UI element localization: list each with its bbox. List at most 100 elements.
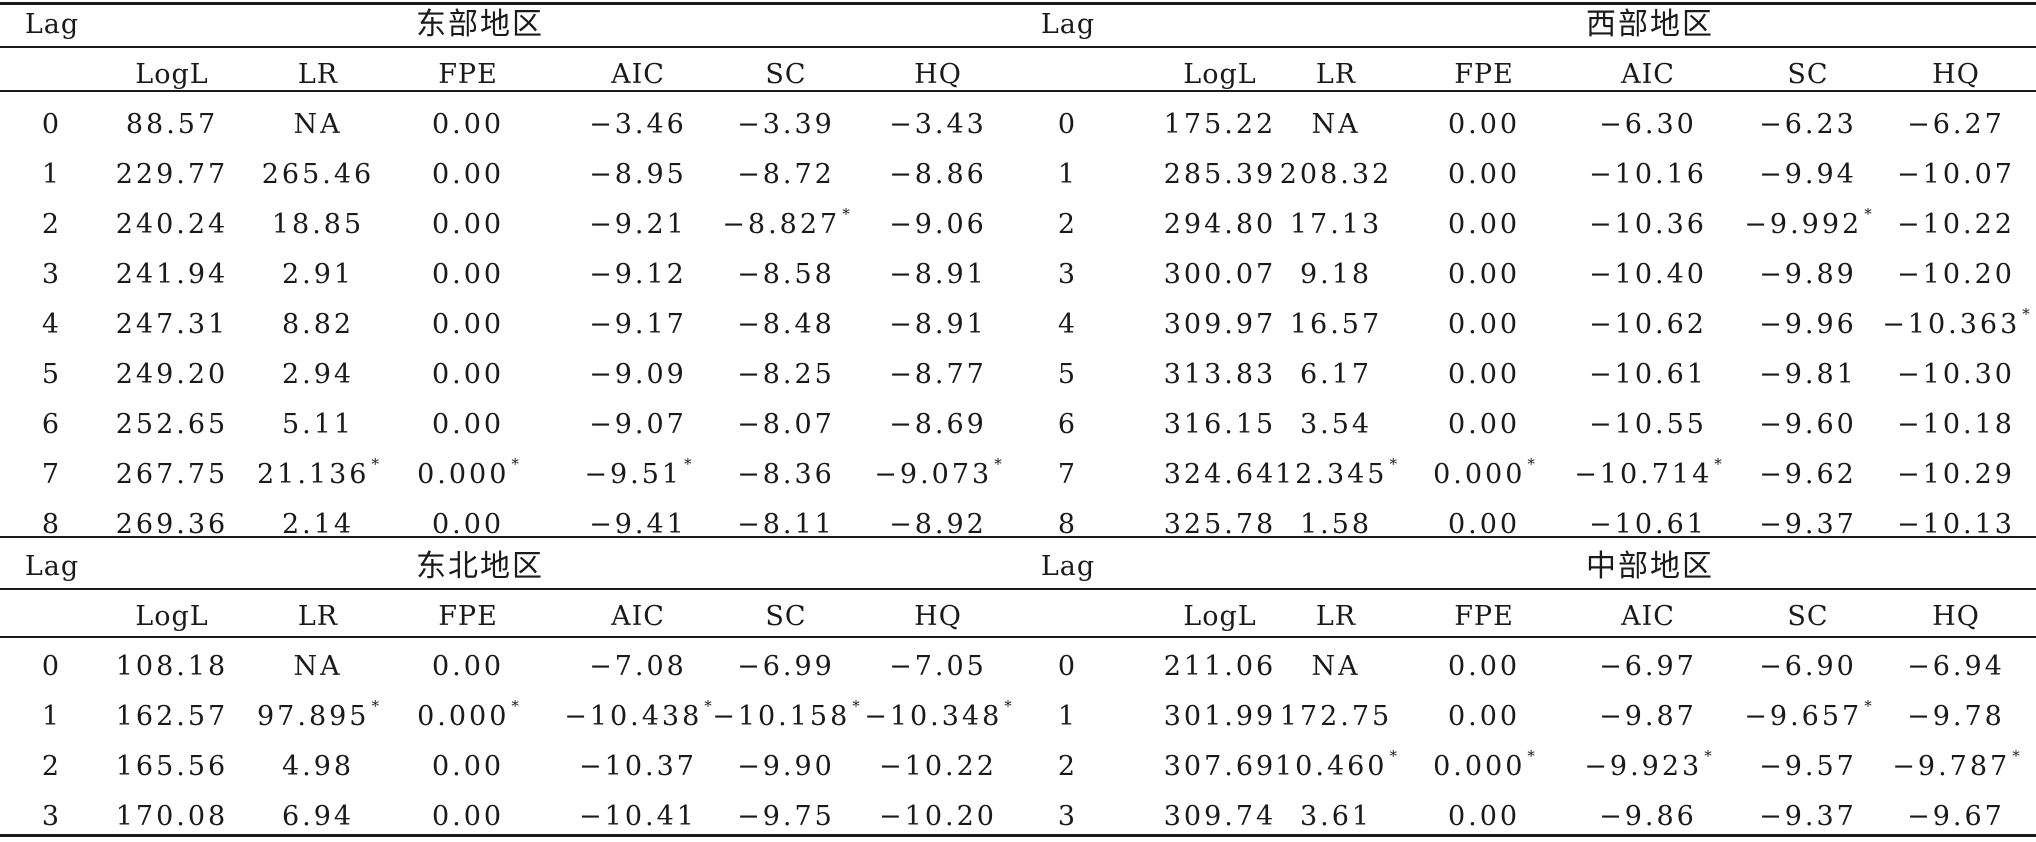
table-cell: 241.94 (116, 250, 228, 300)
table-cell-text: −9.81 (1759, 359, 1857, 390)
table-cell-text: −10.37 (579, 751, 697, 782)
table-cell-text: 97.895 (257, 701, 370, 732)
table-cell: 2.94 (282, 350, 354, 400)
table-cell-text: 0.00 (1447, 309, 1521, 340)
column-header-logl-text: LogL (135, 59, 209, 90)
table-cell-text: 0.00 (1447, 701, 1521, 732)
table-cell: 0.00 (432, 400, 504, 450)
table-cell-text: 9.18 (1299, 259, 1373, 290)
lag-value: 3 (42, 250, 62, 300)
table-cell: −9.37 (1759, 500, 1857, 550)
table-cell: −10.41 (579, 792, 697, 842)
table-cell: −6.27 (1907, 100, 2005, 150)
lag-value: 6 (42, 400, 62, 450)
table-cell: −9.37 (1759, 792, 1857, 842)
lag-value-text: 7 (1057, 459, 1079, 490)
table-cell-text: 300.07 (1163, 259, 1277, 290)
column-header-fpe: FPE (438, 592, 498, 642)
lag-header: Lag (1041, 542, 1095, 592)
table-cell-text: −6.23 (1759, 109, 1857, 140)
table-cell: 0.00 (1448, 100, 1520, 150)
table-cell: −10.55 (1589, 400, 1707, 450)
lag-value: 0 (1058, 100, 1078, 150)
column-header-logl-text: LogL (135, 601, 209, 632)
table-cell-text: −8.72 (737, 159, 835, 190)
table-cell-text: −8.07 (737, 409, 835, 440)
table-cell: 3.54 (1300, 400, 1372, 450)
table-cell: 3.61 (1300, 792, 1372, 842)
table-cell: 269.36 (116, 500, 228, 550)
table-cell-text: −9.41 (589, 509, 687, 540)
table-cell: 108.18 (116, 642, 228, 692)
column-header-lr: LR (1316, 50, 1356, 100)
table-cell: 2.14 (282, 500, 354, 550)
column-header-hq-text: HQ (1932, 601, 1980, 632)
table-cell: −9.12 (589, 250, 687, 300)
table-cell-text: 247.31 (115, 309, 229, 340)
optimal-lag-mark: * (1864, 205, 1872, 223)
table-cell: 301.99 (1164, 692, 1276, 742)
column-header-aic-text: AIC (611, 59, 665, 90)
table-cell: 325.78 (1164, 500, 1276, 550)
column-header-fpe-text: FPE (1454, 601, 1514, 632)
lag-header-text: Lag (24, 9, 80, 40)
optimal-lag-mark: * (1004, 697, 1012, 715)
table-cell: −10.40 (1589, 250, 1707, 300)
lag-value: 3 (1058, 250, 1078, 300)
table-cell-text: 0.00 (431, 651, 505, 682)
table-cell-text: −3.43 (889, 109, 987, 140)
table-cell-text: −10.22 (1897, 209, 2015, 240)
table-cell: 265.46 (262, 150, 374, 200)
column-header-aic-text: AIC (1621, 59, 1675, 90)
optimal-lag-mark: * (2022, 305, 2030, 323)
table-cell-text: 108.18 (115, 651, 229, 682)
table-cell: 324.64 (1164, 450, 1276, 500)
table-cell: 307.69 (1164, 742, 1276, 792)
lag-value: 6 (1058, 400, 1078, 450)
table-cell: 21.136 * (257, 450, 379, 500)
table-cell: 229.77 (116, 150, 228, 200)
table-cell: 267.75 (116, 450, 228, 500)
table-cell: 12.345 * (1275, 450, 1397, 500)
table-cell-text: 240.24 (115, 209, 229, 240)
lag-value: 4 (1058, 300, 1078, 350)
table-cell: −10.07 (1897, 150, 2015, 200)
table-cell: 18.85 (272, 200, 364, 250)
lag-value-text: 0 (41, 109, 63, 140)
table-cell: 6.94 (282, 792, 354, 842)
table-cell: 0.00 (432, 792, 504, 842)
table-cell: 88.57 (126, 100, 218, 150)
table-cell: −8.58 (737, 250, 835, 300)
column-header-sc: SC (765, 592, 806, 642)
lag-value-text: 1 (1057, 701, 1079, 732)
optimal-lag-mark: * (511, 455, 519, 473)
table-cell: NA (293, 642, 342, 692)
optimal-lag-mark: * (852, 697, 860, 715)
table-cell-text: −8.91 (889, 259, 987, 290)
table-cell: −10.18 (1897, 400, 2015, 450)
table-cell: 6.17 (1300, 350, 1372, 400)
table-cell: −9.62 (1759, 450, 1857, 500)
table-cell: 17.13 (1290, 200, 1382, 250)
table-cell: 0.00 (432, 350, 504, 400)
table-cell: 0.00 (1448, 400, 1520, 450)
table-cell-text: −9.21 (589, 209, 687, 240)
table-cell: −6.99 (737, 642, 835, 692)
table-cell-text: −6.97 (1599, 651, 1697, 682)
column-header-lr: LR (298, 50, 338, 100)
table-rule (0, 636, 2036, 638)
table-cell-text: −10.18 (1897, 409, 2015, 440)
lag-value-text: 0 (1057, 651, 1079, 682)
lag-value-text: 1 (41, 159, 63, 190)
column-header-logl: LogL (135, 592, 208, 642)
table-cell-text: 208.32 (1279, 159, 1393, 190)
table-cell: 0.000 * (417, 692, 519, 742)
table-cell-text: 0.00 (431, 309, 505, 340)
lag-value-text: 2 (41, 209, 63, 240)
table-cell-text: 18.85 (271, 209, 365, 240)
region-title: 东北地区 (416, 542, 544, 592)
column-header-hq-text: HQ (914, 59, 962, 90)
table-cell-text: −10.61 (1589, 509, 1707, 540)
lag-value-text: 7 (41, 459, 63, 490)
optimal-lag-mark: * (371, 697, 379, 715)
